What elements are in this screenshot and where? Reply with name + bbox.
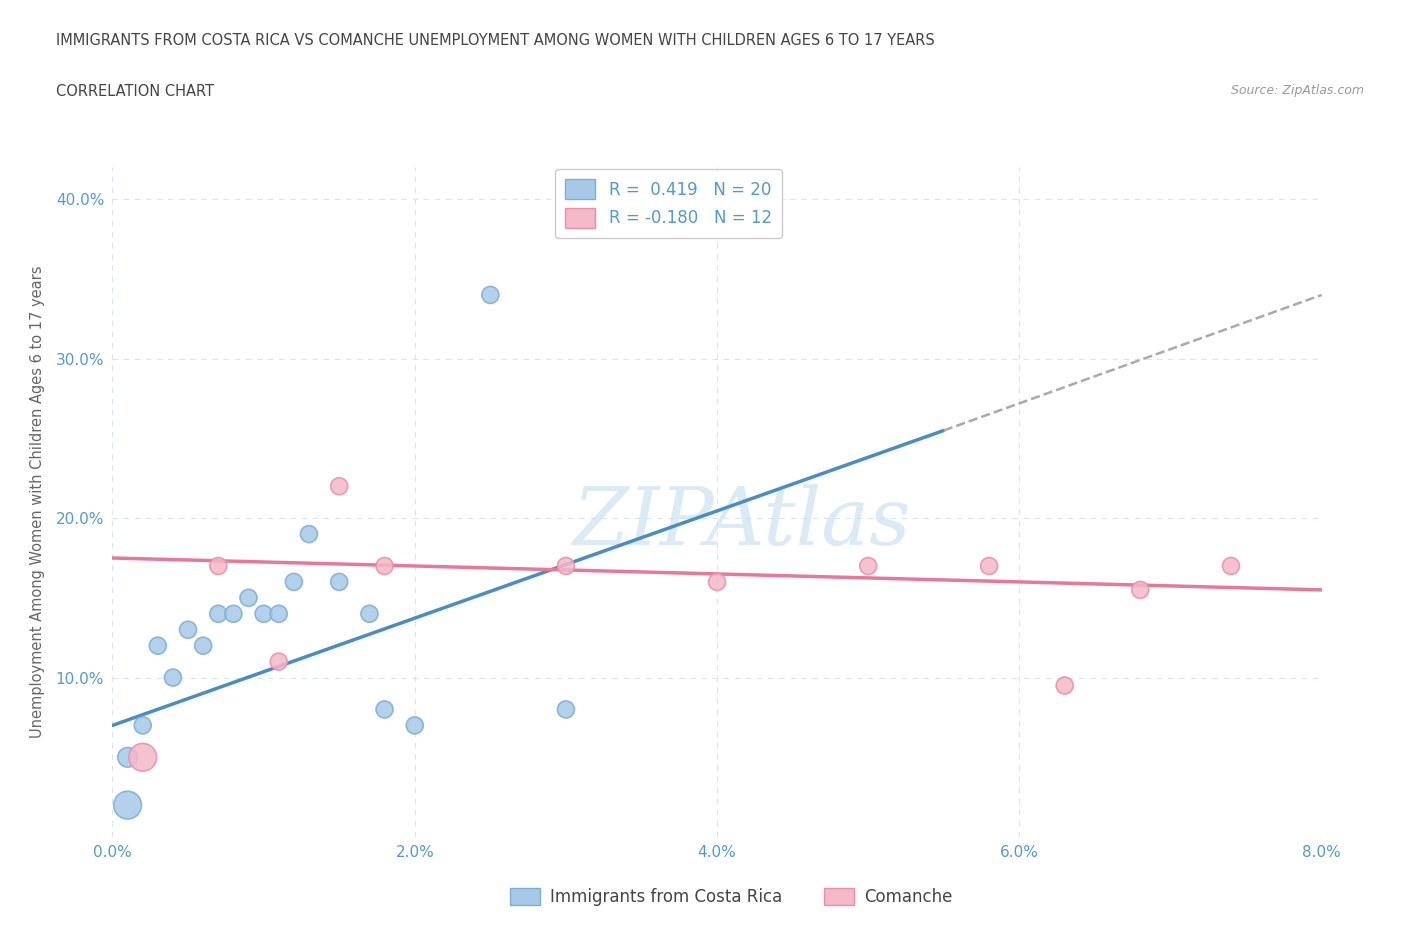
- Point: [479, 287, 502, 302]
- Point: [706, 575, 728, 590]
- Text: CORRELATION CHART: CORRELATION CHART: [56, 84, 214, 99]
- Point: [359, 606, 381, 621]
- Point: [191, 638, 215, 653]
- Point: [1129, 582, 1152, 597]
- Point: [207, 559, 229, 574]
- Point: [162, 671, 184, 685]
- Legend: Immigrants from Costa Rica, Comanche: Immigrants from Costa Rica, Comanche: [503, 881, 959, 912]
- Text: Source: ZipAtlas.com: Source: ZipAtlas.com: [1230, 84, 1364, 97]
- Text: ZIPAtlas: ZIPAtlas: [572, 484, 911, 561]
- Point: [1219, 559, 1241, 574]
- Point: [238, 591, 260, 605]
- Point: [1053, 678, 1076, 693]
- Point: [404, 718, 426, 733]
- Point: [328, 479, 350, 494]
- Point: [117, 750, 139, 764]
- Point: [554, 702, 576, 717]
- Point: [267, 606, 290, 621]
- Point: [146, 638, 169, 653]
- Point: [373, 559, 396, 574]
- Point: [856, 559, 880, 574]
- Point: [554, 559, 576, 574]
- Point: [117, 798, 139, 813]
- Point: [222, 606, 245, 621]
- Point: [132, 718, 155, 733]
- Point: [979, 559, 1001, 574]
- Y-axis label: Unemployment Among Women with Children Ages 6 to 17 years: Unemployment Among Women with Children A…: [30, 266, 45, 738]
- Point: [328, 575, 350, 590]
- Text: IMMIGRANTS FROM COSTA RICA VS COMANCHE UNEMPLOYMENT AMONG WOMEN WITH CHILDREN AG: IMMIGRANTS FROM COSTA RICA VS COMANCHE U…: [56, 33, 935, 47]
- Point: [283, 575, 305, 590]
- Point: [298, 526, 321, 541]
- Point: [253, 606, 276, 621]
- Point: [373, 702, 396, 717]
- Point: [132, 750, 155, 764]
- Legend: R =  0.419   N = 20, R = -0.180   N = 12: R = 0.419 N = 20, R = -0.180 N = 12: [555, 169, 782, 238]
- Point: [207, 606, 229, 621]
- Point: [267, 654, 290, 669]
- Point: [177, 622, 200, 637]
